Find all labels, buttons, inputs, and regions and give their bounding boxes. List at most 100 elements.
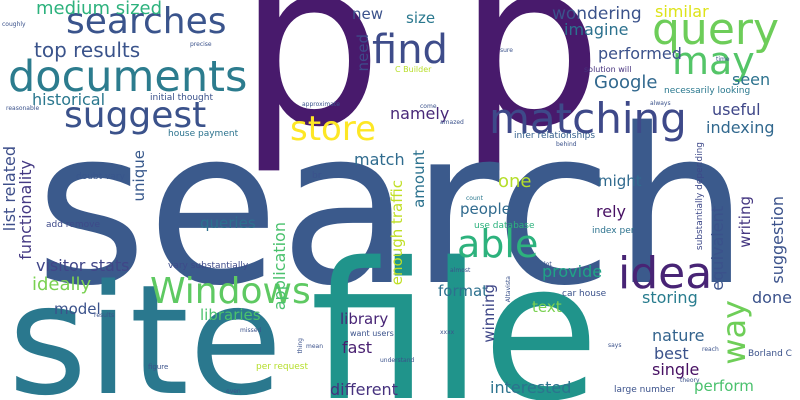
word-model: model bbox=[54, 300, 101, 318]
word-winning: winning bbox=[480, 284, 498, 343]
word-format: format bbox=[438, 282, 489, 300]
word-vary-substantially: vary substantially bbox=[168, 261, 249, 271]
word-writing: writing bbox=[736, 196, 754, 248]
word-people: people bbox=[460, 200, 511, 218]
word-time: time bbox=[716, 56, 730, 63]
word-done: done bbox=[752, 288, 792, 307]
word-way: way bbox=[715, 300, 753, 365]
word-borland-c: Borland C bbox=[748, 349, 792, 359]
word-need: need bbox=[354, 34, 372, 72]
word-house-payment: house payment bbox=[168, 129, 239, 139]
word-want-users: want users bbox=[350, 329, 394, 338]
word-understand: understand bbox=[380, 357, 415, 364]
word-come: come bbox=[420, 103, 437, 110]
word-interested: interested bbox=[490, 378, 572, 397]
word-br: br bbox=[312, 171, 322, 181]
word-performed: performed bbox=[598, 44, 682, 63]
word-thing: thing bbox=[297, 338, 304, 354]
word-always: always bbox=[650, 100, 671, 107]
word-count: count bbox=[466, 195, 483, 202]
word-ideally: ideally bbox=[32, 274, 92, 295]
word-enough-traffic: enough traffic bbox=[388, 180, 406, 286]
word-lot: lot bbox=[544, 261, 552, 268]
word-c-builder: C Builder bbox=[395, 65, 432, 74]
word-one: one bbox=[498, 171, 532, 192]
word-approximate: approximate bbox=[302, 101, 340, 108]
word-store: store bbox=[290, 109, 376, 149]
word-indexing: indexing bbox=[706, 118, 775, 137]
word-reasonable: reasonable bbox=[6, 105, 40, 112]
word-xxxx: xxxx bbox=[440, 329, 455, 336]
word-infer-relationships: infer relationships bbox=[514, 131, 596, 141]
word-documents: documents bbox=[8, 52, 248, 102]
word-historical: historical bbox=[32, 90, 106, 109]
word-seen: seen bbox=[732, 70, 771, 89]
word-functionality: functionality bbox=[16, 160, 35, 260]
word-almost: almost bbox=[450, 267, 471, 274]
word-match: match bbox=[354, 150, 405, 169]
word-windows: Windows bbox=[150, 271, 311, 312]
word-single: single bbox=[652, 360, 700, 379]
word-storing: storing bbox=[642, 288, 698, 307]
word-libraries: libraries bbox=[200, 306, 261, 324]
word-results: results bbox=[94, 312, 115, 319]
word-sure: sure bbox=[500, 47, 513, 54]
word-medium-sized: medium sized bbox=[36, 0, 163, 19]
word-doubt-vary: doubt vary bbox=[76, 172, 125, 182]
word-car-house: car house bbox=[562, 289, 607, 299]
word-missed: missed bbox=[240, 327, 262, 334]
word-unique: unique bbox=[130, 150, 148, 202]
word-google: Google bbox=[594, 72, 658, 93]
word-site: site bbox=[8, 252, 283, 400]
word-size: size bbox=[406, 9, 436, 27]
word-large-number: large number bbox=[614, 385, 675, 395]
word-behind: behind bbox=[556, 141, 577, 148]
word-theory: theory bbox=[680, 377, 700, 384]
word-index-per: index per bbox=[592, 226, 635, 236]
word-matching: matching bbox=[489, 94, 687, 143]
word-says: says bbox=[608, 342, 622, 349]
word-altavista: Altavista bbox=[505, 276, 512, 303]
word-solution-will: solution will bbox=[584, 65, 632, 74]
word-able: able bbox=[457, 222, 539, 266]
word-necessarily-looking: necessarily looking bbox=[664, 86, 751, 96]
word-provide: provide bbox=[542, 262, 603, 281]
word-fast: fast bbox=[342, 338, 373, 357]
word-may: may bbox=[672, 39, 755, 83]
word-even: even bbox=[226, 388, 241, 395]
word-precise: precise bbox=[190, 41, 212, 48]
word-add-remove: add remove bbox=[46, 220, 100, 230]
word-library: library bbox=[340, 310, 389, 328]
word-namely: namely bbox=[390, 104, 450, 123]
word-useful: useful bbox=[712, 100, 761, 119]
word-nature: nature bbox=[652, 326, 705, 345]
word-p-left: p bbox=[238, 0, 383, 177]
word-imagine: imagine bbox=[564, 20, 629, 39]
word-visitor-stats: visitor stats bbox=[36, 256, 130, 275]
word-coughly: coughly bbox=[2, 21, 26, 28]
word-use-database: use database bbox=[474, 221, 535, 231]
word-similar: similar bbox=[655, 2, 709, 21]
word-suggest: suggest bbox=[64, 95, 207, 136]
word-application: application bbox=[270, 222, 289, 311]
word-per-request: per request bbox=[256, 362, 309, 372]
word-different: different bbox=[330, 380, 398, 399]
word-search: search bbox=[35, 82, 750, 333]
word-query: query bbox=[652, 4, 780, 55]
word-wondering: wondering bbox=[552, 4, 642, 24]
word-perform: perform bbox=[694, 377, 754, 395]
word-best: best bbox=[654, 344, 689, 363]
word-substantially-depending: substantially depending bbox=[695, 142, 705, 251]
word-file: file bbox=[310, 222, 600, 400]
word-reach: reach bbox=[702, 346, 719, 353]
word-searches: searches bbox=[66, 1, 227, 42]
word-mean: mean bbox=[306, 343, 324, 350]
word-text: text bbox=[532, 298, 562, 316]
word-idea: idea bbox=[618, 248, 713, 299]
word-might: might bbox=[598, 172, 642, 190]
word-suggestion: suggestion bbox=[768, 196, 787, 284]
word-queries: queries bbox=[200, 214, 256, 232]
word-top-results: top results bbox=[34, 38, 141, 62]
word-equivalent: equivalent bbox=[708, 206, 727, 291]
